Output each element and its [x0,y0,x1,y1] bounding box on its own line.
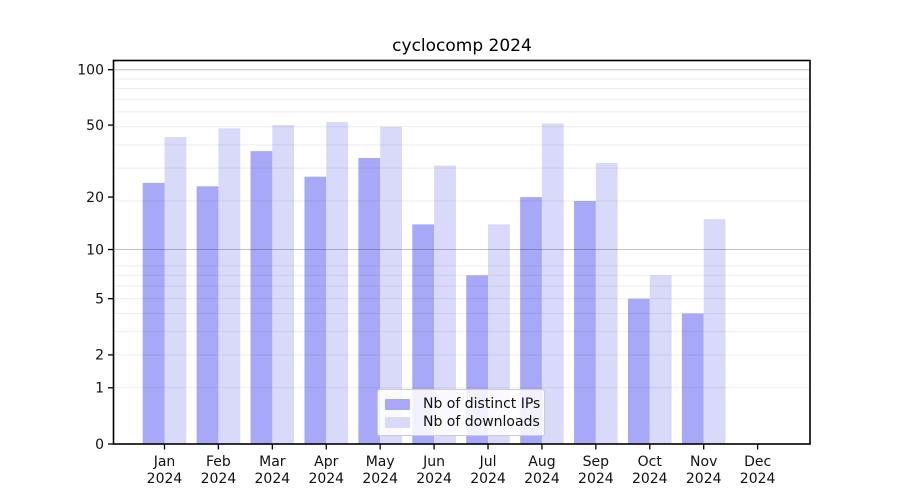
plot-border [112,59,811,445]
bar-nb-of-distinct-ips-apr [304,176,327,444]
x-tick-label-nov: Nov [690,454,717,470]
legend: Nb of distinct IPs Nb of downloads [377,389,545,436]
x-tick-label-jan: Jan [153,454,176,470]
x-tick-year-label-may: 2024 [362,471,398,487]
bar-nb-of-distinct-ips-mar [250,151,273,445]
bar-nb-of-distinct-ips-aug [520,197,542,444]
x-tick-year-label-feb: 2024 [201,471,237,487]
x-tick-year-label-aug: 2024 [524,471,560,487]
y-tick-label-50: 50 [86,118,104,134]
bar-nb-of-downloads-oct [649,275,672,444]
x-tick-year-label-jan: 2024 [147,471,183,487]
x-tick-year-label-sep: 2024 [578,471,614,487]
bar-nb-of-distinct-ips-may [358,157,381,444]
bar-nb-of-downloads-feb [218,128,241,444]
bar-nb-of-distinct-ips-jan [142,182,165,445]
bar-nb-of-downloads-may [380,126,402,445]
x-tick-year-label-mar: 2024 [255,471,291,487]
x-tick-year-label-oct: 2024 [632,471,668,487]
bar-nb-of-distinct-ips-oct [627,298,650,444]
legend-swatch-downloads [385,416,410,428]
x-tick-label-jun: Jun [422,454,445,470]
x-tick-label-feb: Feb [206,454,231,470]
bar-nb-of-downloads-aug [541,123,564,444]
bar-nb-of-downloads-apr [326,121,349,444]
legend-item-distinct-ips: Nb of distinct IPs [385,397,540,411]
y-tick-label-2: 2 [95,348,104,364]
x-tick-label-sep: Sep [583,454,610,470]
x-tick-label-mar: Mar [259,454,286,470]
legend-swatch-distinct-ips [385,398,410,410]
bar-nb-of-distinct-ips-feb [196,186,219,444]
bar-nb-of-distinct-ips-sep [574,201,596,444]
y-tick-label-1: 1 [95,381,104,397]
y-tick-label-10: 10 [86,242,104,258]
y-tick-label-5: 5 [95,291,104,307]
legend-label-downloads: Nb of downloads [423,414,540,430]
x-tick-label-dec: Dec [744,454,771,470]
y-tick-label-20: 20 [86,190,104,206]
x-tick-label-jul: Jul [479,454,497,470]
x-tick-label-aug: Aug [528,454,555,470]
legend-label-distinct-ips: Nb of distinct IPs [423,396,541,412]
bar-nb-of-downloads-mar [272,125,295,444]
chart-title: cyclocomp 2024 [392,36,532,56]
x-tick-year-label-jul: 2024 [470,471,506,487]
x-tick-label-may: May [366,454,395,470]
bar-nb-of-downloads-sep [595,162,618,444]
legend-item-downloads: Nb of downloads [385,415,540,429]
bar-nb-of-distinct-ips-nov [681,313,704,444]
x-tick-label-oct: Oct [638,454,663,470]
y-tick-label-100: 100 [77,62,104,78]
x-tick-year-label-nov: 2024 [686,471,722,487]
bar-nb-of-downloads-jan [164,137,187,444]
bar-nb-of-downloads-nov [703,219,726,444]
x-tick-year-label-jun: 2024 [416,471,452,487]
x-tick-year-label-dec: 2024 [740,471,776,487]
x-tick-year-label-apr: 2024 [308,471,344,487]
bar-nb-of-downloads-jun [434,165,456,444]
x-tick-label-apr: Apr [314,454,338,470]
y-tick-label-0: 0 [95,437,104,453]
